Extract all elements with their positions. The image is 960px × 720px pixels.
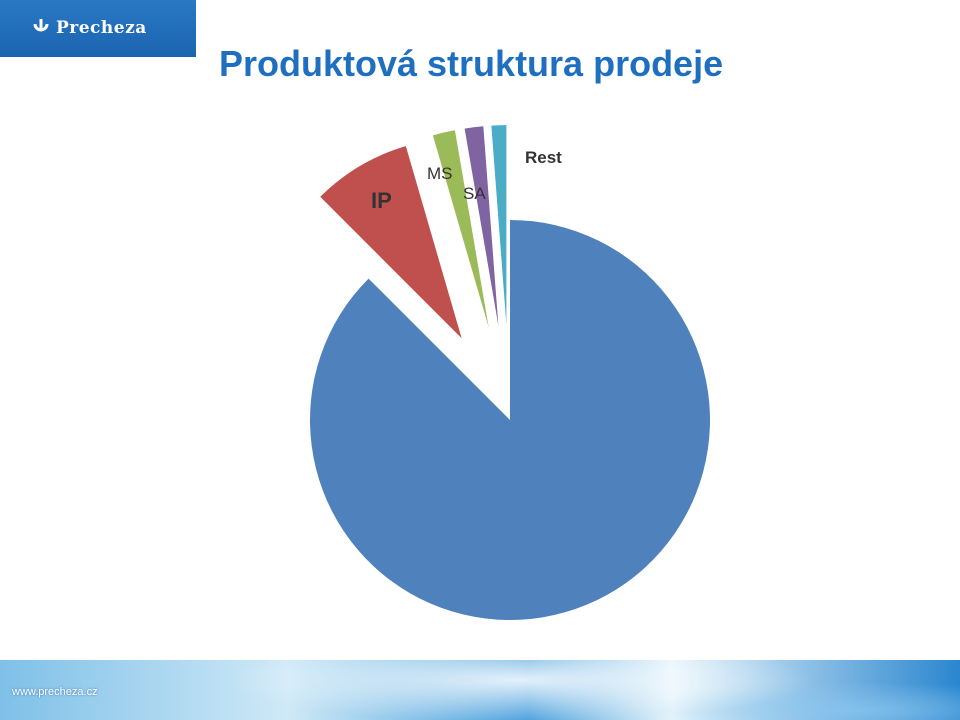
- company-logo: Precheza: [0, 0, 196, 57]
- pie-slice-ip: [320, 146, 462, 339]
- logo-text: Precheza: [56, 18, 147, 38]
- pie-label-ms: MS: [427, 164, 453, 183]
- pie-slice-rest: [309, 220, 710, 620]
- pie-chart: Rest IP MS SA: [309, 125, 710, 620]
- pie-labels: Rest IP MS SA: [371, 148, 562, 213]
- footer-banner: www.precheza.cz: [0, 660, 960, 720]
- precheza-logo-icon: [33, 19, 49, 32]
- footer-url: www.precheza.cz: [12, 686, 98, 698]
- pie-label-ip: IP: [371, 188, 392, 213]
- pie-slice-sa: [464, 126, 499, 326]
- page-title: Produktová struktura prodeje: [219, 43, 724, 84]
- pie-label-rest: Rest: [525, 148, 562, 167]
- pie-slice-other: [491, 125, 507, 326]
- pie-label-sa: SA: [463, 184, 486, 203]
- pie-slices: [309, 125, 710, 620]
- pie-slice-ms: [432, 130, 489, 328]
